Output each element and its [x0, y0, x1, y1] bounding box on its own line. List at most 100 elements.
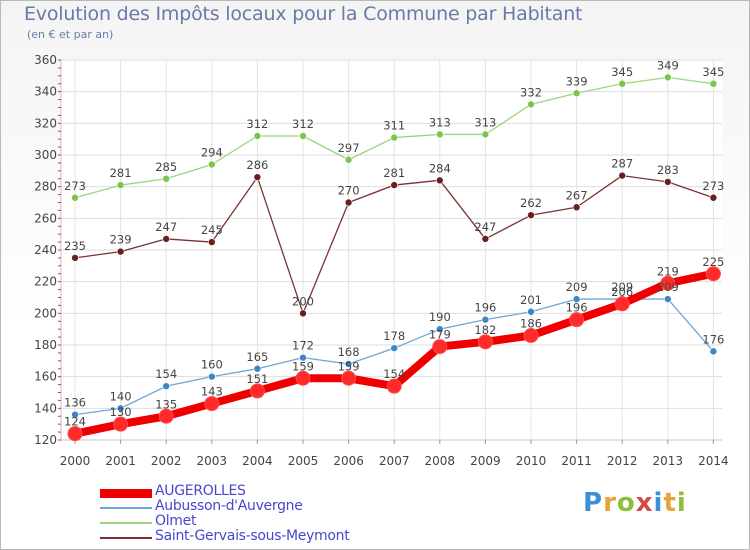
page-title: Evolution des Impôts locaux pour la Comm… [24, 3, 583, 25]
data-point [477, 334, 493, 350]
data-point [572, 89, 581, 98]
x-tick-label: 2014 [698, 454, 729, 468]
x-tick-label: 2013 [653, 454, 684, 468]
data-point [299, 132, 307, 140]
data-point [709, 193, 718, 202]
data-point [208, 372, 216, 381]
data-point [572, 295, 581, 303]
x-tick-label: 2000 [60, 454, 91, 468]
data-label: 284 [429, 161, 451, 175]
x-tick-label: 2003 [197, 454, 228, 468]
legend-label: Aubusson-d'Auvergne [155, 498, 303, 514]
data-label: 247 [155, 220, 177, 234]
data-point [249, 383, 265, 399]
data-point [435, 130, 444, 139]
data-label: 273 [702, 179, 724, 193]
y-tick-label: 360 [34, 53, 57, 67]
data-label: 312 [292, 117, 314, 131]
data-label: 206 [611, 285, 633, 299]
data-label: 135 [155, 397, 177, 411]
data-label: 190 [429, 310, 451, 324]
y-tick-label: 140 [34, 401, 57, 415]
data-label: 178 [383, 329, 405, 343]
data-point [618, 79, 627, 88]
data-point [432, 339, 448, 355]
data-point [158, 408, 174, 424]
y-tick-label: 240 [34, 243, 57, 257]
brand-letter: x [635, 488, 654, 518]
data-point [481, 315, 490, 324]
data-point [663, 73, 672, 82]
data-point [705, 266, 721, 282]
data-point [569, 312, 585, 328]
data-point [253, 364, 262, 373]
data-label: 313 [429, 115, 451, 129]
data-label: 262 [520, 196, 542, 210]
data-point [709, 79, 718, 88]
data-label: 245 [201, 223, 223, 237]
y-tick-label: 280 [34, 180, 57, 194]
data-label: 160 [201, 358, 223, 372]
data-label: 332 [520, 85, 542, 99]
data-label: 140 [110, 389, 132, 403]
data-label: 267 [566, 188, 588, 202]
x-tick-label: 2011 [561, 454, 592, 468]
data-label: 165 [246, 350, 268, 364]
data-label: 172 [292, 339, 314, 353]
data-label: 225 [702, 255, 724, 269]
data-label: 196 [474, 301, 496, 315]
data-label: 143 [201, 385, 223, 399]
data-point [299, 353, 307, 362]
data-label: 313 [474, 115, 496, 129]
data-point [390, 181, 399, 189]
data-point [527, 211, 535, 219]
data-label: 270 [338, 184, 360, 198]
brand-letter: i [653, 488, 664, 518]
data-point [116, 404, 125, 413]
data-point [295, 370, 311, 386]
data-point [386, 378, 402, 394]
y-tick-label: 220 [34, 275, 57, 289]
data-label: 154 [155, 367, 177, 381]
data-label: 281 [110, 166, 132, 180]
data-point [663, 295, 672, 303]
data-label: 294 [201, 146, 223, 160]
x-tick-label: 2002 [151, 454, 182, 468]
data-label: 273 [64, 179, 86, 193]
data-label: 201 [520, 293, 542, 307]
data-point [116, 181, 125, 189]
data-point [435, 176, 444, 185]
data-label: 247 [474, 220, 496, 234]
legend-label: Saint-Gervais-sous-Meymont [155, 528, 350, 544]
data-label: 339 [566, 74, 588, 88]
data-point [162, 235, 170, 243]
y-tick-label: 120 [34, 433, 57, 447]
x-tick-label: 2012 [607, 454, 638, 468]
data-label: 235 [64, 239, 86, 253]
brand-letter: t [663, 488, 677, 518]
data-label: 151 [246, 372, 268, 386]
legend-label: Olmet [155, 513, 197, 529]
data-label: 311 [383, 119, 405, 133]
data-point [481, 130, 490, 139]
data-point [71, 410, 79, 419]
data-point [614, 296, 630, 312]
y-tick-label: 340 [34, 85, 57, 99]
brand-letter: o [616, 488, 636, 518]
data-label: 124 [64, 415, 86, 429]
brand-letter: i [676, 488, 687, 518]
data-label: 239 [110, 233, 132, 247]
data-label: 176 [702, 332, 724, 346]
data-point [390, 133, 399, 142]
data-point [709, 347, 718, 356]
x-tick-label: 2006 [333, 454, 364, 468]
data-point [390, 344, 399, 352]
y-tick-label: 300 [34, 148, 57, 162]
data-point [523, 328, 539, 343]
brand-letter: P [583, 488, 604, 518]
legend-swatch [100, 489, 152, 498]
data-label: 136 [64, 396, 86, 410]
brand-letter: r [603, 488, 617, 518]
data-point [113, 416, 129, 432]
data-point [341, 370, 357, 386]
